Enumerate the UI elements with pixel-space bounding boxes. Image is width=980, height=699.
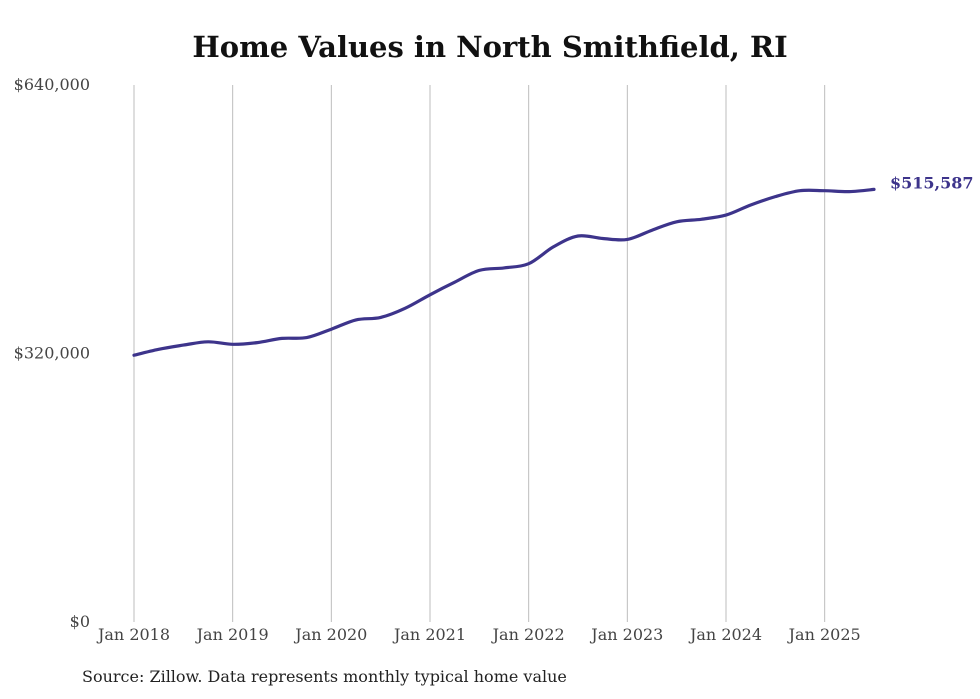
home-value-line (132, 187, 876, 357)
x-tick-label: Jan 2020 (293, 625, 367, 644)
x-tick-label: Jan 2019 (195, 625, 269, 644)
annotation-layer: $515,587 (890, 173, 974, 192)
chart-title: Home Values in North Smithfield, RI (192, 30, 788, 64)
grid-lines (133, 85, 826, 622)
x-tick-label: Jan 2018 (96, 625, 170, 644)
x-tick-label: Jan 2025 (787, 625, 861, 644)
x-tick-label: Jan 2021 (392, 625, 466, 644)
y-tick-label: $640,000 (14, 75, 90, 94)
y-axis-ticks: $0 $320,000 $640,000 (14, 75, 90, 631)
series-layer (132, 187, 876, 357)
x-tick-label: Jan 2024 (688, 625, 762, 644)
end-value-label: $515,587 (890, 173, 974, 192)
y-tick-label: $320,000 (14, 344, 90, 363)
x-axis-ticks: Jan 2018 Jan 2019 Jan 2020 Jan 2021 Jan 2022… (96, 625, 861, 644)
source-note: Source: Zillow. Data represents monthly … (82, 667, 567, 686)
x-tick-label: Jan 2022 (491, 625, 565, 644)
x-tick-label: Jan 2023 (589, 625, 663, 644)
y-tick-label: $0 (70, 612, 90, 631)
